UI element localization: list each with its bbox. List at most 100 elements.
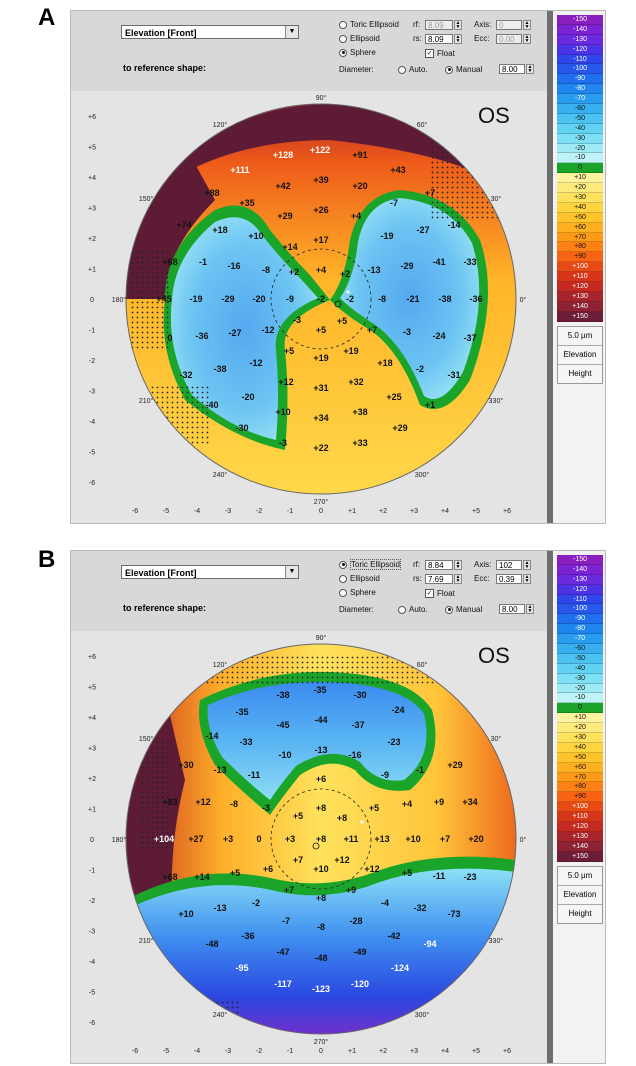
panel-a-axis-spinner[interactable]: ▲ ▼: [523, 20, 531, 30]
check-icon[interactable]: ✓: [425, 49, 434, 59]
panel-b-angle-label: 300°: [415, 1011, 430, 1019]
radio-icon[interactable]: [398, 605, 406, 614]
panel-b-axis-field[interactable]: 102: [496, 560, 522, 570]
elevation-value: -13: [314, 745, 327, 755]
panel-a-option-toric[interactable]: Toric Ellipsoid: [339, 20, 399, 30]
elevation-value: +38: [352, 407, 367, 417]
panel-b-option-sphere[interactable]: Sphere: [339, 588, 376, 598]
panel-b-rf-spinner[interactable]: ▲ ▼: [454, 560, 462, 570]
radio-icon[interactable]: [339, 588, 347, 597]
panel-a-scale-swatch: -130: [557, 34, 603, 45]
panel-b-unit[interactable]: 5.0 µm: [558, 867, 602, 886]
panel-b-scale-swatch: -70: [557, 634, 603, 645]
radio-icon[interactable]: [398, 65, 406, 74]
panel-a-ecc-spinner[interactable]: ▲ ▼: [523, 34, 531, 44]
panel-b-option-ellipsoid[interactable]: Ellipsoid: [339, 574, 380, 584]
chevron-down-icon[interactable]: ▼: [285, 566, 298, 578]
panel-b-rs-spinner[interactable]: ▲ ▼: [454, 574, 462, 584]
elevation-value: +19: [343, 346, 358, 356]
panel-a-y-tick: +2: [88, 236, 96, 243]
panel-b-scale-swatch: -140: [557, 564, 603, 575]
elevation-value: +3: [223, 834, 233, 844]
panel-b-reference-label: to reference shape:: [123, 603, 207, 613]
panel-b-float-checkbox[interactable]: ✓ Float: [425, 589, 455, 599]
panel-b-y-tick: +2: [88, 776, 96, 783]
panel-a-mode2[interactable]: Height: [568, 368, 592, 378]
panel-a-rs-spinner[interactable]: ▲ ▼: [454, 34, 462, 44]
chevron-down-icon[interactable]: ▼: [285, 26, 298, 38]
panel-a-scale-swatch: -140: [557, 24, 603, 35]
panel-a-float-checkbox[interactable]: ✓ Float: [425, 49, 455, 59]
panel-a-scale-swatch: -100: [557, 64, 603, 75]
panel-a-y-tick: +5: [88, 145, 96, 152]
panel-b-rs-field[interactable]: 7.69: [425, 574, 453, 584]
radio-icon[interactable]: [339, 20, 347, 29]
elevation-value: -30: [235, 423, 248, 433]
elevation-value: +8: [316, 893, 326, 903]
elevation-value: -35: [235, 707, 248, 717]
elevation-value: -24: [432, 331, 445, 341]
radio-selected-icon[interactable]: [445, 605, 453, 614]
panel-b-diameter-auto[interactable]: Auto.: [398, 605, 428, 615]
panel-a-option-sphere[interactable]: Sphere: [339, 48, 376, 58]
panel-a-scale-swatch: +40: [557, 202, 603, 213]
panel-b-diameter-spinner[interactable]: ▲ ▼: [526, 604, 534, 614]
panel-b-x-tick: +1: [348, 1048, 356, 1055]
radio-icon[interactable]: [339, 574, 347, 583]
elevation-value: +122: [310, 145, 330, 155]
elevation-value: +30: [178, 760, 193, 770]
panel-b-angle-label: 0°: [520, 836, 527, 844]
panel-a-ecc-field[interactable]: 0.00: [496, 34, 522, 44]
panel-a-angle-label: 270°: [314, 498, 329, 506]
panel-b-mode[interactable]: Elevation: [558, 886, 602, 905]
panel-b-map-type-dropdown[interactable]: Elevation [Front] ▼: [121, 565, 299, 579]
panel-a-unit[interactable]: 5.0 µm: [558, 327, 602, 346]
panel-a-map-type-dropdown[interactable]: Elevation [Front] ▼: [121, 25, 299, 39]
panel-a-y-tick: -1: [89, 328, 95, 335]
panel-a-diameter-manual[interactable]: Manual: [445, 65, 482, 75]
elevation-value: +29: [392, 423, 407, 433]
panel-a-diameter-spinner[interactable]: ▲ ▼: [526, 64, 534, 74]
radio-selected-icon[interactable]: [445, 65, 453, 74]
panel-b-scale-swatch: -120: [557, 584, 603, 595]
panel-b-rf-field[interactable]: 8.84: [425, 560, 453, 570]
panel-a-option-ellipsoid[interactable]: Ellipsoid: [339, 34, 380, 44]
radio-icon[interactable]: [339, 34, 347, 43]
panel-b-diameter-field[interactable]: 8.00: [499, 604, 525, 614]
panel-b-elevation-map: [126, 644, 516, 1034]
radio-selected-icon[interactable]: [339, 560, 347, 569]
panel-b-scale-swatch: 0: [557, 703, 603, 714]
panel-a-axis-field[interactable]: 0: [496, 20, 522, 30]
panel-b-option-toric[interactable]: Toric Ellipsoid: [339, 559, 401, 570]
panel-a-mode[interactable]: Elevation: [558, 346, 602, 365]
panel-a-rs-field[interactable]: 8.09: [425, 34, 453, 44]
elevation-value: +18: [377, 358, 392, 368]
elevation-value: -13: [213, 903, 226, 913]
panel-a-rf-spinner[interactable]: ▲ ▼: [454, 20, 462, 30]
panel-b-scale-swatch: -90: [557, 614, 603, 625]
elevation-value: +25: [386, 392, 401, 402]
panel-b-ecc-spinner[interactable]: ▲ ▼: [523, 574, 531, 584]
panel-a-rf-field[interactable]: 8.09: [425, 20, 453, 30]
elevation-value: -11: [433, 871, 446, 881]
panel-a-scale-info: 5.0 µm Elevation Height: [557, 325, 603, 384]
panel-b-diameter-manual[interactable]: Manual: [445, 605, 482, 615]
panel-b-ecc-field[interactable]: 0.39: [496, 574, 522, 584]
elevation-value: +17: [313, 235, 328, 245]
elevation-value: -23: [463, 872, 476, 882]
panel-a-scale-swatch: -120: [557, 44, 603, 55]
panel-a-diameter-auto[interactable]: Auto.: [398, 65, 428, 75]
panel-b-mode2[interactable]: Height: [568, 908, 592, 918]
panel-b-angle-labels: 90° 60° 30° 0° 330° 300° 270° 240° 210° 180° 150° 1…: [112, 634, 527, 1046]
panel-b-x-tick: -3: [225, 1048, 231, 1055]
panel-b-axis-spinner[interactable]: ▲ ▼: [523, 560, 531, 570]
radio-selected-icon[interactable]: [339, 48, 347, 57]
elevation-value: -9: [286, 294, 294, 304]
elevation-value: +7: [425, 188, 435, 198]
elevation-value: +12: [195, 797, 210, 807]
check-icon[interactable]: ✓: [425, 589, 434, 599]
panel-a-diameter-field[interactable]: 8.00: [499, 64, 525, 74]
elevation-value: -33: [239, 737, 252, 747]
elevation-value: -19: [189, 294, 202, 304]
elevation-value: -36: [241, 931, 254, 941]
